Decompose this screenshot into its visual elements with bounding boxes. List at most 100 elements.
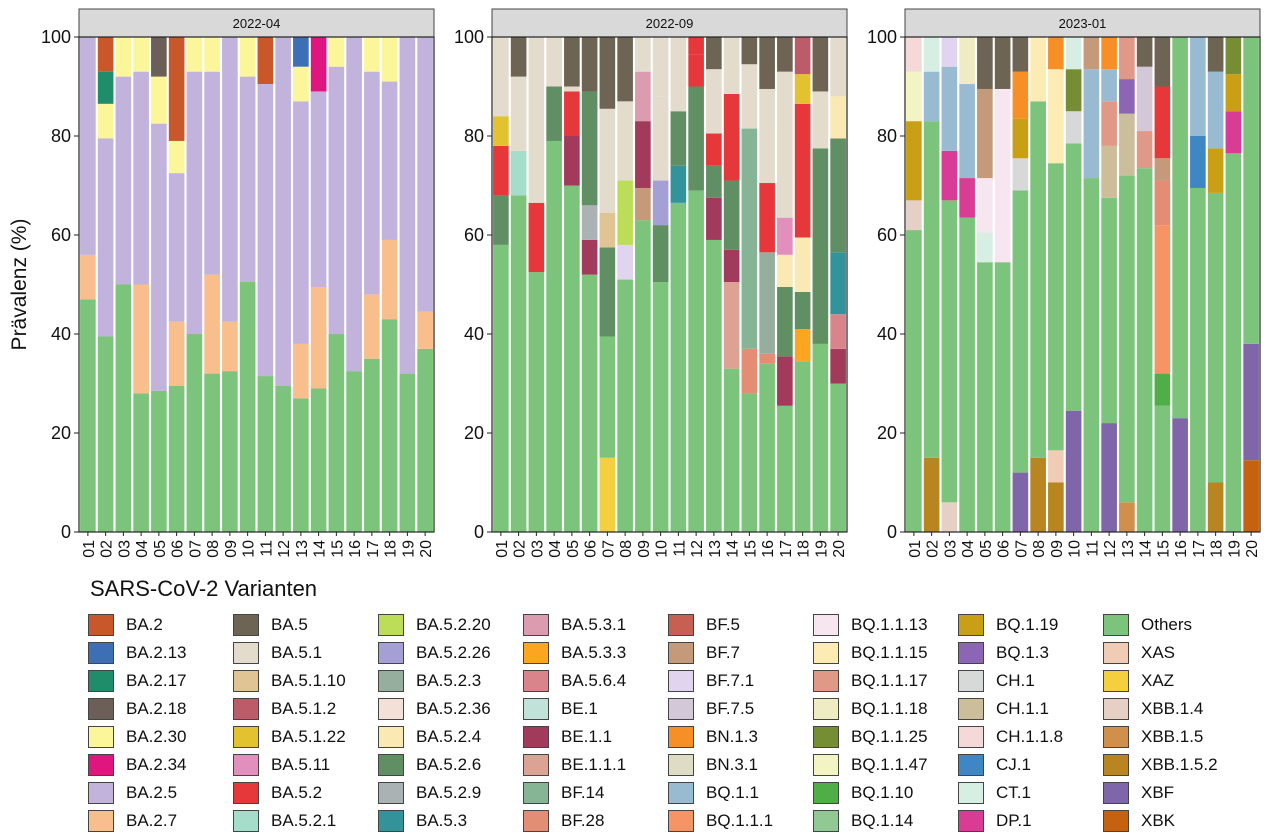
bar-segment-bn-1-3 (1048, 37, 1064, 70)
legend-label: BA.5.1.2 (271, 699, 337, 718)
bar-segment-ba-5-1 (759, 88, 775, 184)
x-tick-label: 12 (276, 540, 293, 558)
x-tick-label: 19 (813, 540, 830, 558)
legend-item: BA.2.17 (88, 667, 233, 695)
bar-segment-others (1190, 187, 1206, 532)
bar-segment-xbb-1-4 (906, 200, 922, 231)
bar-segment-others (1119, 175, 1135, 503)
bar-segment-bf-7 (635, 187, 651, 221)
legend-label: BA.2.34 (126, 755, 187, 774)
legend-item: BA.5.2.3 (378, 667, 523, 695)
bar-segment-others (133, 393, 149, 532)
bar-segment-others (688, 190, 704, 532)
bar-segment-bq-1-1 (941, 66, 958, 151)
x-tick-label: 13 (1120, 540, 1137, 558)
bar-segment-bq-1-1-13 (994, 88, 1011, 263)
bar-segment-others (510, 195, 527, 532)
bar-segment-bf-7 (1154, 158, 1171, 181)
bar-segment-others (812, 343, 829, 532)
legend-label: BQ.1.1.18 (851, 699, 928, 718)
bar-segment-ba-5-2-4 (777, 254, 793, 287)
bar-segment-ba-2-5 (80, 37, 96, 255)
x-tick-label: 10 (241, 540, 258, 558)
legend-swatch (668, 810, 694, 832)
bar-segment-ba-2-5 (222, 37, 238, 322)
legend-swatch (378, 698, 404, 720)
legend-label: CH.1 (996, 671, 1035, 690)
bar-segment-bq-1-19 (906, 121, 922, 201)
bar-segment-ba-2-7 (80, 254, 96, 300)
legend-item: CT.1 (958, 779, 1103, 807)
x-tick-label: 18 (1209, 540, 1226, 558)
legend-item: Others (1103, 611, 1248, 639)
bar-segment-ba-5-1-10 (599, 212, 616, 248)
bar-segment-ba-2-7 (204, 274, 220, 374)
legend-label: BA.5.2.6 (416, 755, 482, 774)
bar-segment-others (546, 140, 562, 532)
y-tick-label: 0 (61, 522, 71, 542)
y-tick-label: 20 (51, 423, 71, 443)
bar-segment-bq-1-3 (1119, 79, 1135, 114)
bar-segment-others (1207, 192, 1224, 483)
legend-swatch (1103, 754, 1129, 776)
legend-swatch (378, 614, 404, 636)
bar-segment-ba-2-30 (364, 37, 380, 72)
bar-segment-ba-5 (812, 37, 829, 92)
y-tick-label: 100 (41, 27, 71, 47)
legend-swatch (88, 754, 114, 776)
bar-segment-ba-5-2-26 (652, 180, 669, 226)
legend-title: SARS-CoV-2 Varianten (90, 576, 318, 601)
legend-item: XAZ (1103, 667, 1248, 695)
legend-item: BF.7.5 (668, 695, 813, 723)
legend-swatch (378, 754, 404, 776)
x-tick-label: 08 (205, 540, 222, 558)
bar-segment-others (115, 284, 132, 532)
legend-item: XBB.1.5.2 (1103, 751, 1248, 779)
x-tick-label: 05 (978, 540, 995, 558)
x-tick-label: 07 (1013, 540, 1030, 558)
bar-segment-others (168, 385, 185, 532)
legend-label: BA.5.1 (271, 643, 323, 662)
legend-swatch (958, 726, 984, 748)
legend-item: BA.5.1.22 (233, 723, 378, 751)
bar-segment-ba-5-2-6 (581, 91, 598, 206)
bar-segment-bq-1-19 (1225, 74, 1242, 112)
bar-segment-ba-2-5 (168, 173, 185, 322)
legend-label: BA.5.6.4 (561, 671, 627, 690)
bar-segment-be-1-1 (564, 136, 580, 186)
legend-item: BE.1.1.1 (523, 751, 668, 779)
y-tick-label: 80 (877, 126, 897, 146)
x-tick-label: 17 (778, 540, 795, 558)
legend-label: BQ.1.3 (996, 643, 1049, 662)
x-tick-label: 15 (329, 540, 346, 558)
bar-segment-ch-1-1 (1101, 145, 1117, 198)
legend-label: BQ.1.10 (851, 783, 914, 802)
bar-segment-bf-7 (1083, 37, 1100, 70)
x-tick-label: 18 (383, 540, 400, 558)
facet-strip (904, 8, 1261, 38)
legend-swatch (233, 754, 259, 776)
bar-segment-bq-1-1 (1190, 37, 1206, 136)
legend-swatch (668, 642, 694, 664)
legend-item: BA.5.2.20 (378, 611, 523, 639)
bar-segment-bf-28 (1154, 180, 1171, 226)
bar-segment-ba-5-1 (723, 37, 740, 94)
bar-segment-bf-7-1 (617, 244, 633, 280)
legend-label: BQ.1.1.13 (851, 615, 928, 634)
legend-label: Others (1141, 615, 1193, 634)
legend-item: XAS (1103, 639, 1248, 667)
legend-item: BQ.1.1 (668, 779, 813, 807)
bar-segment-ba-5-1 (652, 96, 669, 181)
bar-segment-others (759, 363, 775, 532)
bar-segment-others (493, 244, 509, 532)
bar-segment-others (599, 336, 616, 458)
bar-segment-ba-5-1 (599, 108, 616, 213)
bar-segment-bf-14 (741, 128, 758, 349)
bar-segment-ba-2-5 (204, 71, 220, 275)
bar-segment-xbf (1065, 410, 1082, 532)
legend-item: BA.2.7 (88, 807, 233, 835)
legend-swatch (378, 670, 404, 692)
bar-segment-ba-5-2 (688, 37, 704, 55)
bar-segment-be-1-1 (635, 121, 651, 188)
